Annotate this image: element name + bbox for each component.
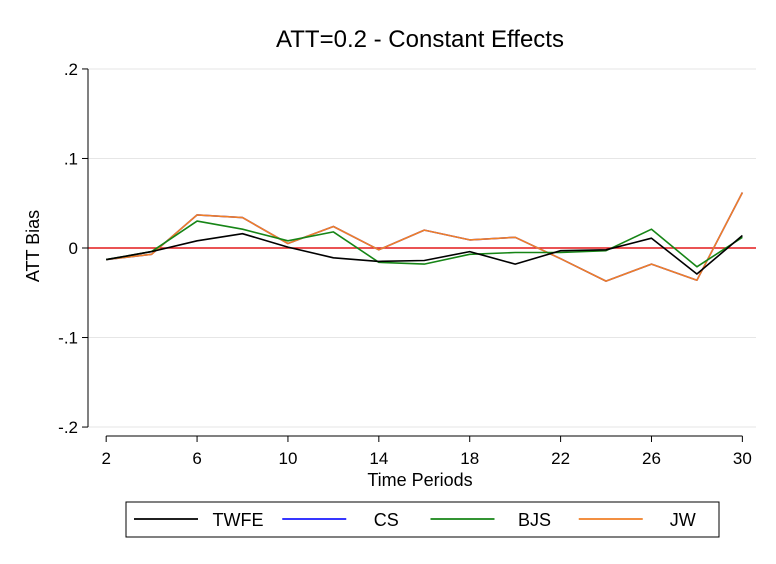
x-tick-label: 10	[278, 449, 297, 468]
y-tick-label: -.1	[58, 329, 78, 348]
x-tick-label: 14	[369, 449, 388, 468]
series-lines	[106, 192, 744, 282]
legend-label-cs: CS	[374, 510, 399, 530]
axes: -.2-.10.1.22 6 10 14 18 22 26 30	[58, 60, 752, 468]
x-axis-label: Time Periods	[367, 470, 472, 490]
legend-label-bjs: BJS	[518, 510, 551, 530]
x-tick-label: 30	[733, 449, 752, 468]
grid-lines	[88, 68, 756, 428]
legend: TWFE CS BJS JW	[125, 501, 720, 538]
y-tick-label: .2	[64, 60, 78, 79]
x-tick-label: 18	[460, 449, 479, 468]
x-tick-label: 26	[642, 449, 661, 468]
series-line-bjs	[106, 220, 743, 268]
x-tick-label: 2	[101, 449, 110, 468]
legend-label-jw: JW	[670, 510, 696, 530]
y-tick-label: 0	[69, 239, 78, 258]
y-axis-label: ATT Bias	[23, 210, 43, 282]
chart-title: ATT=0.2 - Constant Effects	[276, 26, 564, 53]
x-tick-label: 22	[551, 449, 570, 468]
series-line-jw	[106, 192, 744, 282]
series-line-twfe	[106, 232, 743, 275]
y-tick-label: -.2	[58, 418, 78, 437]
x-tick-label: 6	[192, 449, 201, 468]
legend-label-twfe: TWFE	[213, 510, 264, 530]
y-tick-label: .1	[64, 149, 78, 168]
